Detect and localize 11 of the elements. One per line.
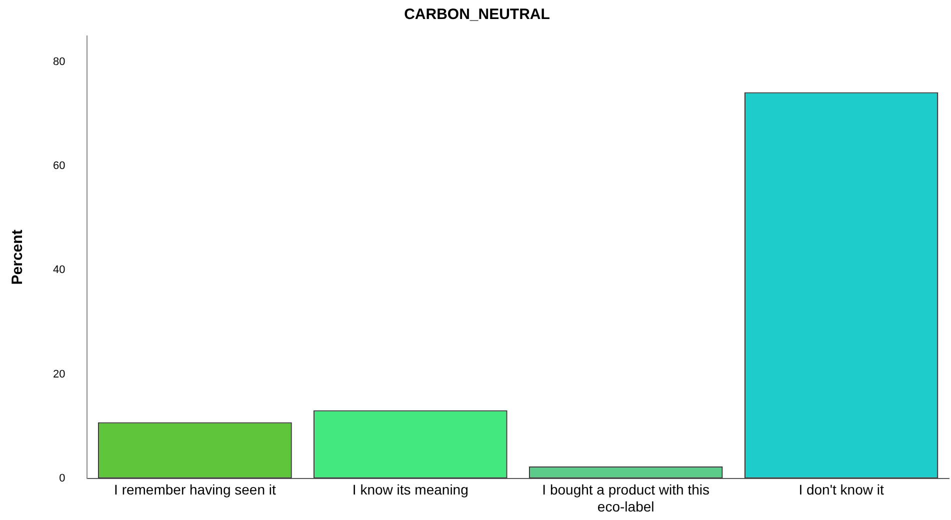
x-tick-label: I bought a product with this eco-label <box>542 482 710 514</box>
y-axis-title: Percent <box>9 230 26 285</box>
x-tick-label: I remember having seen it <box>114 482 276 498</box>
y-tick-label: 60 <box>52 160 66 172</box>
chart-title: CARBON_NEUTRAL <box>404 6 550 24</box>
y-tick-label: 0 <box>59 472 66 484</box>
x-tick-label: I don't know it <box>798 482 884 498</box>
y-tick-label: 80 <box>52 56 66 68</box>
y-tick-label: 20 <box>52 368 66 380</box>
x-tick-label: I know its meaning <box>352 482 468 498</box>
y-tick-label: 40 <box>52 264 66 276</box>
